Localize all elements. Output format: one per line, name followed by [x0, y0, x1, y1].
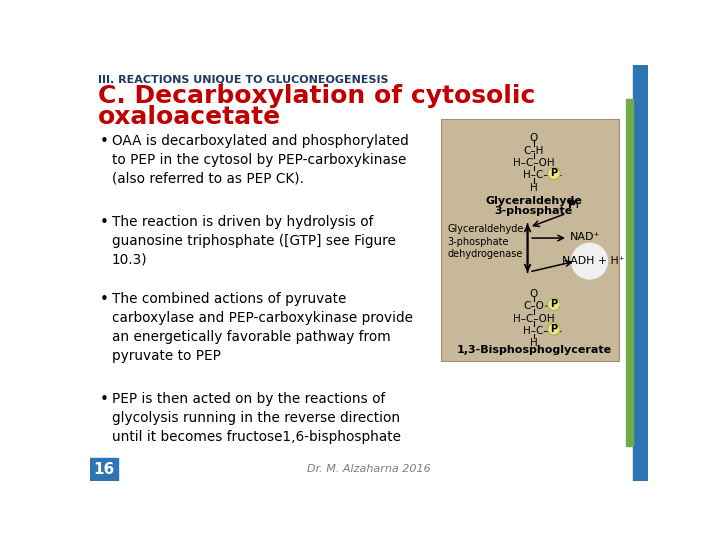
Text: C. Decarboxylation of cytosolic: C. Decarboxylation of cytosolic [98, 84, 535, 108]
Text: H–C–OH: H–C–OH [513, 158, 554, 168]
Text: Pᵢ: Pᵢ [568, 200, 578, 211]
Text: P: P [550, 324, 557, 334]
Text: •: • [99, 215, 109, 230]
Text: H: H [530, 338, 538, 348]
Text: Dr. M. Alzaharna 2016: Dr. M. Alzaharna 2016 [307, 464, 431, 475]
Text: oxaloacetate: oxaloacetate [98, 105, 281, 129]
Text: P: P [550, 168, 557, 178]
Text: O: O [530, 289, 538, 299]
Text: PEP is then acted on by the reactions of
glycolysis running in the reverse direc: PEP is then acted on by the reactions of… [112, 392, 401, 444]
Circle shape [548, 323, 560, 335]
Text: III. REACTIONS UNIQUE TO GLUCONEOGENESIS: III. REACTIONS UNIQUE TO GLUCONEOGENESIS [98, 74, 388, 84]
Text: H–C–O–: H–C–O– [523, 170, 562, 180]
Text: H: H [530, 183, 538, 193]
Text: Glyceraldehyde: Glyceraldehyde [485, 197, 582, 206]
Text: NADH + H⁺: NADH + H⁺ [562, 256, 625, 266]
Text: H–C–OH: H–C–OH [513, 314, 554, 323]
Text: The reaction is driven by hydrolysis of
guanosine triphosphate ([GTP] see Figure: The reaction is driven by hydrolysis of … [112, 215, 395, 267]
Text: H–C–O–: H–C–O– [523, 326, 562, 336]
Text: 16: 16 [94, 462, 114, 477]
Text: 3-phosphate: 3-phosphate [495, 206, 573, 217]
Bar [441, 119, 619, 361]
Text: •: • [99, 392, 109, 407]
Bar [90, 457, 118, 481]
Text: C–H: C–H [523, 146, 544, 156]
Text: O: O [530, 132, 538, 143]
Text: •: • [99, 134, 109, 149]
Text: 1,3-Bisphosphoglycerate: 1,3-Bisphosphoglycerate [456, 345, 611, 355]
Bar [632, 65, 648, 481]
Bar [626, 99, 632, 446]
Circle shape [548, 298, 560, 310]
Text: OAA is decarboxylated and phosphorylated
to PEP in the cytosol by PEP-carboxykin: OAA is decarboxylated and phosphorylated… [112, 134, 408, 186]
Circle shape [548, 167, 560, 179]
Text: P: P [550, 299, 557, 309]
Circle shape [571, 242, 608, 280]
Text: NAD⁺: NAD⁺ [570, 232, 600, 241]
Text: •: • [99, 292, 109, 307]
Text: Glyceraldehyde
3-phosphate
dehydrogenase: Glyceraldehyde 3-phosphate dehydrogenase [447, 225, 523, 259]
Text: The combined actions of pyruvate
carboxylase and PEP-carboxykinase provide
an en: The combined actions of pyruvate carboxy… [112, 292, 413, 363]
Text: C–O∼: C–O∼ [523, 301, 552, 311]
